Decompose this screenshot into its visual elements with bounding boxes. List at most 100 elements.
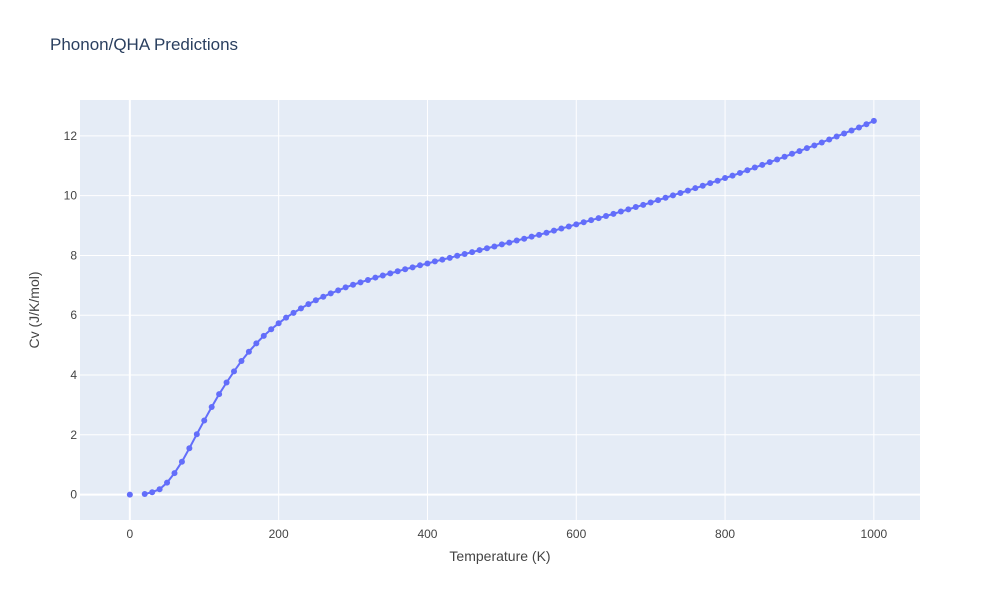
- cv-data-point: [498, 241, 505, 248]
- cv-data-point: [811, 142, 818, 149]
- cv-data-point: [469, 249, 476, 256]
- cv-data-point: [387, 270, 394, 277]
- cv-data-point: [625, 206, 632, 213]
- cv-data-point: [231, 368, 238, 375]
- cv-data-point: [573, 221, 580, 228]
- cv-data-point: [431, 258, 438, 265]
- y-tick-label: 8: [70, 248, 77, 262]
- plot-area: [80, 100, 920, 520]
- cv-data-point: [327, 290, 334, 297]
- y-tick-label: 6: [70, 308, 77, 322]
- cv-data-point: [565, 223, 572, 230]
- y-tick-label: 2: [70, 428, 77, 442]
- cv-data-point: [595, 215, 602, 222]
- cv-data-point: [774, 156, 781, 163]
- cv-data-point: [402, 266, 409, 273]
- cv-data-point: [729, 172, 736, 179]
- cv-data-point: [268, 326, 275, 333]
- cv-data-point: [283, 314, 290, 321]
- cv-data-point: [588, 217, 595, 224]
- cv-data-point: [223, 379, 230, 386]
- chart-title: Phonon/QHA Predictions: [50, 35, 238, 54]
- cv-data-point: [833, 133, 840, 140]
- cv-data-point: [394, 268, 401, 275]
- cv-data-point: [863, 121, 870, 128]
- cv-data-point: [171, 470, 178, 477]
- cv-data-point: [818, 139, 825, 146]
- cv-data-point: [580, 219, 587, 226]
- cv-data-point: [603, 212, 610, 219]
- cv-data-point: [216, 391, 223, 398]
- cv-data-point: [178, 458, 185, 465]
- cv-data-point: [461, 250, 468, 257]
- x-axis-ticks: 0 200 400 600 800 1000: [127, 527, 888, 541]
- cv-data-point: [275, 320, 282, 327]
- cv-data-point: [454, 252, 461, 259]
- cv-data-point: [655, 197, 662, 204]
- cv-data-point: [714, 177, 721, 184]
- cv-data-point: [357, 279, 364, 286]
- cv-data-point: [550, 227, 557, 234]
- x-tick-label: 600: [566, 527, 586, 541]
- cv-data-point: [692, 185, 699, 192]
- cv-data-point: [677, 189, 684, 196]
- y-tick-label: 0: [70, 488, 77, 502]
- cv-data-point: [647, 199, 654, 206]
- cv-data-point: [558, 225, 565, 232]
- cv-data-point: [528, 233, 535, 240]
- cv-data-point: [193, 431, 200, 438]
- cv-data-point: [662, 194, 669, 201]
- cv-data-point: [149, 489, 156, 496]
- cv-data-point: [364, 276, 371, 283]
- cv-data-point: [759, 161, 766, 168]
- cv-data-point: [156, 486, 163, 493]
- cv-data-point: [335, 287, 342, 294]
- y-axis-ticks: 0 2 4 6 8 10 12: [64, 129, 78, 502]
- cv-data-point: [186, 445, 193, 452]
- series-group: [126, 117, 877, 498]
- cv-data-point: [736, 169, 743, 176]
- cv-data-point: [208, 404, 215, 411]
- x-tick-label: 200: [269, 527, 289, 541]
- cv-data-point: [305, 301, 312, 308]
- cv-data-point: [424, 260, 431, 267]
- cv-data-point: [722, 175, 729, 182]
- y-axis-title: Cv (J/K/mol): [26, 272, 42, 349]
- cv-data-point: [543, 229, 550, 236]
- cv-data-point: [610, 210, 617, 217]
- cv-data-point: [699, 182, 706, 189]
- cv-data-point: [781, 153, 788, 160]
- cv-data-point: [476, 247, 483, 254]
- cv-data-point: [841, 130, 848, 137]
- cv-data-point: [536, 231, 543, 238]
- cv-data-point: [201, 417, 208, 424]
- cv-data-point: [238, 357, 245, 364]
- cv-data-point: [417, 262, 424, 269]
- cv-data-point: [141, 490, 148, 497]
- cv-data-point: [483, 245, 490, 252]
- cv-data-point: [632, 204, 639, 211]
- cv-data-point: [164, 479, 171, 486]
- cv-data-point: [245, 348, 252, 355]
- cv-data-point: [350, 281, 357, 288]
- cv-data-point: [796, 148, 803, 155]
- cv-data-point: [320, 293, 327, 300]
- x-tick-label: 0: [127, 527, 134, 541]
- y-tick-label: 4: [70, 368, 77, 382]
- cv-data-point: [751, 164, 758, 171]
- cv-data-point: [253, 340, 260, 347]
- cv-data-point: [491, 243, 498, 250]
- cv-data-point: [439, 256, 446, 263]
- grid-lines: [80, 100, 920, 520]
- cv-data-point: [848, 127, 855, 134]
- cv-isolated-point: [126, 491, 133, 498]
- x-axis-title: Temperature (K): [449, 548, 550, 564]
- cv-data-point: [312, 297, 319, 304]
- cv-data-point: [513, 237, 520, 244]
- cv-data-point: [409, 264, 416, 271]
- cv-data-point: [803, 145, 810, 152]
- cv-data-point: [290, 309, 297, 316]
- cv-data-point: [379, 272, 386, 279]
- cv-data-point: [744, 167, 751, 174]
